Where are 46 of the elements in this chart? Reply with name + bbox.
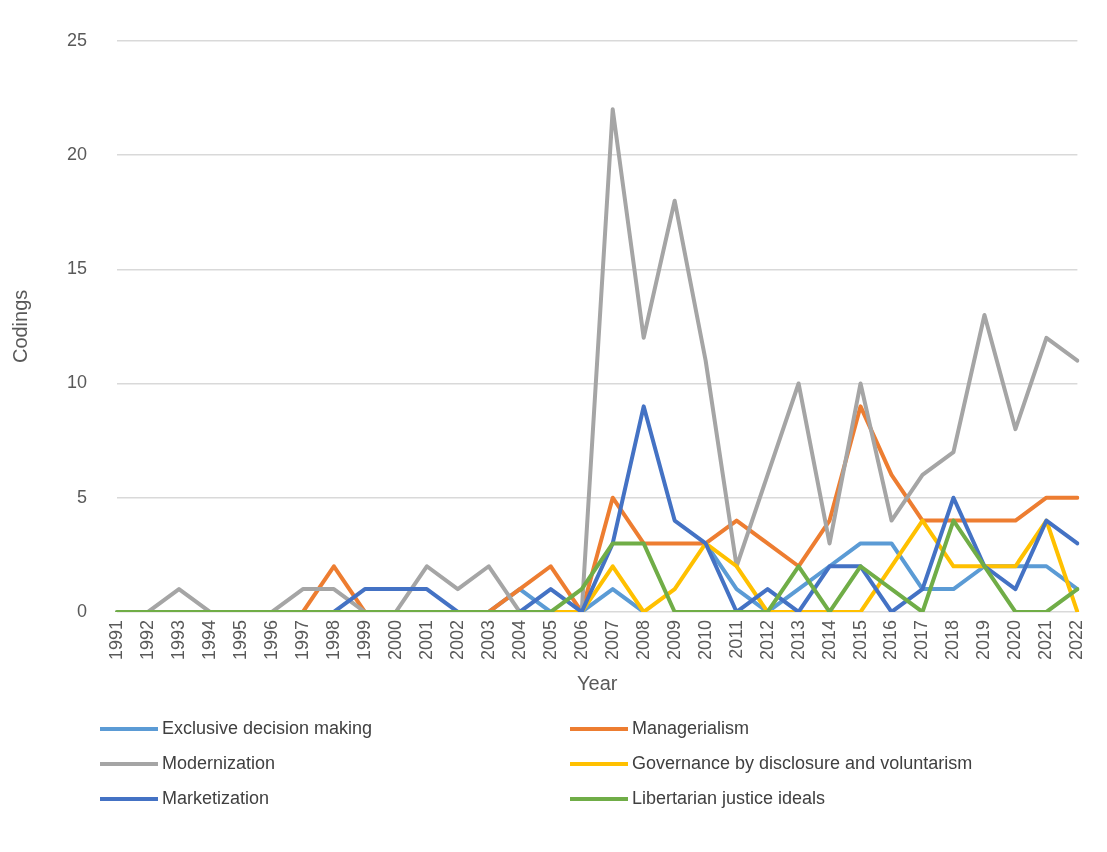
x-tick-label: 2018 bbox=[942, 619, 963, 660]
x-tick-label: 2000 bbox=[384, 619, 405, 660]
y-tick-label: 0 bbox=[77, 600, 88, 621]
y-tick-label: 10 bbox=[66, 372, 88, 393]
y-tick-label: 5 bbox=[77, 486, 88, 507]
x-tick-label: 2005 bbox=[539, 619, 560, 660]
x-tick-label: 2001 bbox=[415, 619, 436, 660]
x-tick-label: 1998 bbox=[322, 619, 343, 660]
legend-label: Managerialism bbox=[632, 718, 750, 739]
x-tick-label: 2013 bbox=[787, 619, 808, 660]
x-tick-label: 2007 bbox=[601, 619, 622, 660]
x-tick-label: 2012 bbox=[756, 619, 777, 660]
x-tick-label: 2021 bbox=[1035, 619, 1056, 660]
y-axis-title: Codings bbox=[8, 289, 31, 364]
x-tick-label: 2010 bbox=[694, 619, 715, 660]
x-tick-label: 1993 bbox=[167, 619, 188, 660]
x-tick-label: 1992 bbox=[136, 619, 157, 660]
y-tick-label: 15 bbox=[66, 258, 88, 279]
x-tick-label: 2009 bbox=[663, 619, 684, 660]
x-tick-label: 1994 bbox=[198, 619, 219, 660]
x-tick-label: 1999 bbox=[353, 619, 374, 660]
y-tick-label: 20 bbox=[66, 144, 88, 164]
legend-label: Governance by disclosure and voluntarism bbox=[632, 753, 973, 774]
x-tick-label: 2020 bbox=[1004, 619, 1025, 660]
x-tick-label: 1997 bbox=[291, 619, 312, 660]
x-axis-title: Year bbox=[577, 671, 618, 694]
x-tick-label: 1991 bbox=[105, 619, 126, 660]
x-tick-label: 2008 bbox=[632, 619, 653, 660]
x-tick-label: 1996 bbox=[260, 619, 281, 660]
x-tick-label: 2014 bbox=[818, 619, 839, 660]
x-tick-label: 2016 bbox=[880, 619, 901, 660]
x-tick-label: 2022 bbox=[1066, 619, 1087, 660]
x-tick-label: 2015 bbox=[849, 619, 870, 660]
x-tick-label: 2002 bbox=[446, 619, 467, 660]
x-tick-label: 2003 bbox=[477, 619, 498, 660]
legend-label: Modernization bbox=[162, 753, 276, 774]
legend-label: Exclusive decision making bbox=[162, 718, 373, 739]
legend-label: Libertarian justice ideals bbox=[632, 788, 826, 809]
y-tick-label: 25 bbox=[66, 29, 88, 50]
legend-label: Marketization bbox=[162, 788, 270, 809]
x-tick-label: 2011 bbox=[725, 619, 746, 659]
x-tick-label: 1995 bbox=[229, 619, 250, 660]
x-tick-label: 2019 bbox=[973, 619, 994, 660]
x-tick-label: 2006 bbox=[570, 619, 591, 660]
x-tick-label: 2017 bbox=[911, 619, 932, 660]
x-tick-label: 2004 bbox=[508, 619, 529, 660]
